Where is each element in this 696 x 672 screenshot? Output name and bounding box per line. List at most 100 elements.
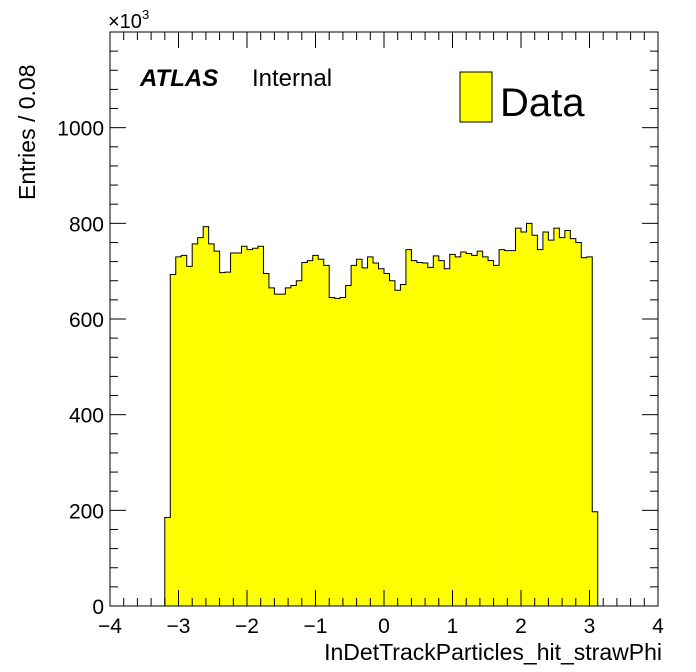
- histogram-bin: [564, 230, 571, 606]
- atlas-label: ATLAS: [139, 65, 218, 92]
- histogram-bin: [329, 297, 336, 606]
- histogram-bin: [241, 246, 248, 606]
- histogram-bin: [219, 272, 226, 606]
- histogram-bin: [186, 266, 193, 606]
- histogram-bin: [526, 223, 533, 607]
- histogram-bin: [575, 242, 582, 606]
- y-tick-label: 600: [69, 309, 104, 332]
- histogram-bin: [197, 237, 204, 606]
- histogram-bin: [208, 243, 215, 606]
- histogram-bin: [537, 249, 544, 606]
- histogram-bin: [318, 259, 325, 606]
- histogram-bin: [389, 280, 396, 606]
- histogram-bin: [499, 249, 505, 606]
- histogram-bin: [192, 243, 199, 606]
- histogram-bin: [340, 297, 347, 606]
- legend-label-data: Data: [500, 81, 585, 125]
- histogram-bin: [394, 290, 401, 606]
- internal-label: Internal: [252, 65, 332, 92]
- histogram-bin: [433, 255, 440, 607]
- histogram-bin: [367, 256, 374, 606]
- histogram-bin: [493, 265, 500, 606]
- histogram-bin: [307, 260, 314, 606]
- y-tick-label: 1000: [57, 118, 104, 141]
- x-tick-label: 2: [515, 615, 527, 638]
- histogram-bin: [225, 272, 231, 606]
- histogram-bin: [285, 287, 292, 606]
- histogram-bin: [247, 249, 253, 606]
- histogram-bin: [460, 252, 467, 607]
- histogram-bars: [164, 222, 599, 607]
- histogram-bin: [362, 267, 368, 606]
- histogram-bin: [542, 231, 549, 606]
- histogram-bin: [592, 511, 599, 606]
- y-tick-label: 200: [69, 500, 104, 523]
- histogram-bin: [411, 260, 418, 606]
- histogram-bin: [257, 246, 264, 606]
- histogram-bin: [488, 260, 494, 606]
- histogram-bin: [334, 298, 341, 606]
- histogram-bin: [279, 294, 286, 606]
- histogram-bin: [471, 255, 478, 607]
- histogram-bin: [466, 253, 473, 607]
- x-axis-ticks: −4 −3 −2 −1 0 1 2 3 4: [98, 32, 664, 638]
- y-axis-ticks: 0 200 400 600 800 1000: [57, 31, 658, 619]
- histogram-bin: [416, 262, 423, 606]
- y-axis-label: Entries / 0.08: [14, 64, 40, 200]
- histogram-bin: [290, 285, 297, 606]
- x-tick-label: 3: [584, 615, 596, 638]
- legend-swatch-data: [459, 71, 493, 123]
- histogram-bin: [181, 255, 188, 607]
- histogram-bin: [422, 263, 429, 606]
- histogram-bin: [455, 256, 462, 606]
- histogram-bin: [504, 250, 511, 606]
- histogram-bin: [438, 260, 445, 606]
- histogram-bin: [405, 249, 412, 606]
- histogram-bin: [553, 228, 560, 606]
- histogram-bin: [345, 285, 352, 606]
- x-tick-label: −4: [98, 615, 122, 638]
- x-tick-label: 1: [447, 615, 459, 638]
- x-tick-label: 0: [378, 615, 390, 638]
- histogram-bin: [164, 517, 171, 606]
- histogram-bin: [521, 231, 527, 606]
- histogram-bin: [559, 237, 566, 606]
- histogram-bin: [427, 267, 434, 606]
- x-tick-label: −3: [167, 615, 191, 638]
- histogram-bin: [312, 255, 319, 607]
- histogram-bin: [515, 228, 522, 606]
- histogram-bin: [449, 254, 456, 607]
- histogram-bin: [296, 280, 303, 606]
- y-tick-label: 0: [92, 596, 104, 619]
- histogram-bin: [170, 274, 177, 606]
- histogram-bin: [510, 250, 516, 606]
- histogram-bin: [214, 251, 220, 606]
- histogram-bin: [581, 257, 588, 606]
- histogram-bin: [268, 287, 275, 606]
- histogram-bin: [301, 262, 308, 606]
- histogram-bin: [356, 259, 363, 606]
- y-tick-label: 800: [69, 213, 104, 236]
- x-tick-label: −1: [304, 615, 328, 638]
- histogram-bin: [236, 252, 242, 607]
- histogram-bin: [203, 226, 210, 606]
- histogram-bin: [477, 251, 484, 606]
- histogram-outline: [164, 222, 599, 606]
- histogram-bin: [570, 238, 577, 606]
- x-tick-label: 4: [652, 615, 664, 638]
- histogram-bin: [351, 265, 357, 606]
- histogram-bin: [378, 268, 385, 606]
- histogram-bin: [400, 284, 407, 606]
- histogram-bin: [531, 235, 538, 606]
- y-multiplier-label: ×103: [108, 7, 149, 33]
- histogram-bin: [175, 256, 182, 606]
- histogram-bin: [384, 273, 390, 606]
- histogram-bin: [230, 252, 237, 607]
- histogram-bin: [373, 263, 379, 606]
- histogram-bin: [263, 273, 270, 606]
- histogram-bin: [252, 248, 259, 606]
- histogram-bin: [323, 265, 330, 606]
- histogram-bin: [444, 268, 451, 606]
- histogram-bin: [586, 256, 593, 606]
